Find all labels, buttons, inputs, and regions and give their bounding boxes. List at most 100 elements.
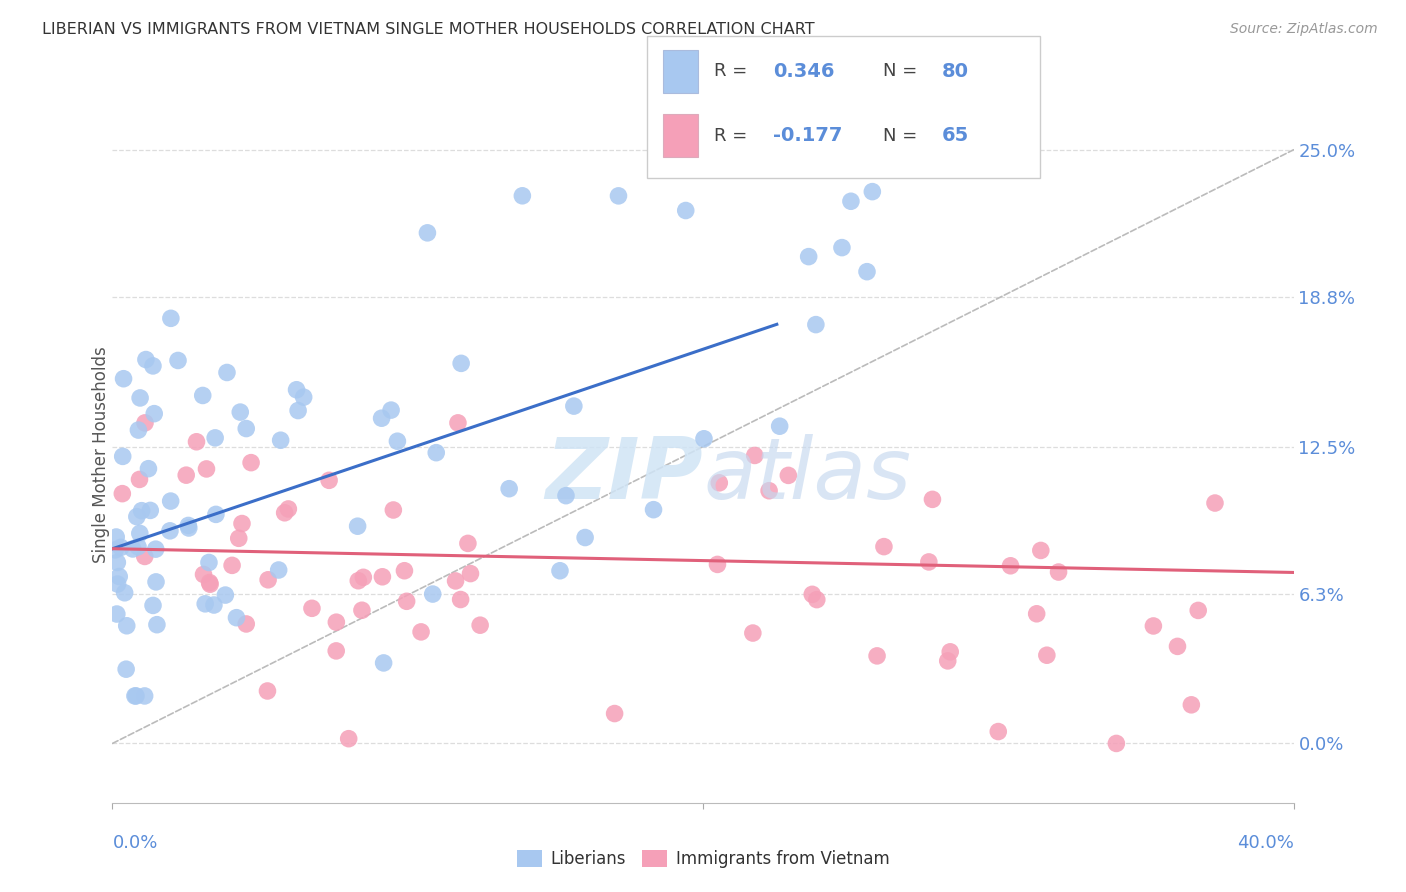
Point [860, 185, 883, 199]
Point [460, 566, 482, 581]
Point [1025, 607, 1047, 621]
Point [1036, 648, 1059, 663]
Point [318, 473, 340, 487]
Point [498, 482, 520, 496]
Point [145, 542, 167, 557]
Point [174, 468, 197, 483]
Text: 40.0%: 40.0% [1237, 834, 1294, 852]
Point [198, 577, 221, 591]
Point [134, 689, 156, 703]
Point [387, 434, 409, 449]
Point [235, 616, 257, 631]
Point [134, 549, 156, 564]
Point [257, 573, 280, 587]
Text: R =: R = [714, 127, 752, 145]
Point [797, 250, 820, 264]
Point [160, 311, 183, 326]
Point [270, 434, 292, 448]
Point [337, 731, 360, 746]
Point [145, 574, 167, 589]
Point [897, 154, 920, 169]
Point [921, 492, 943, 507]
Text: -0.177: -0.177 [773, 126, 842, 145]
Point [191, 388, 214, 402]
Point [806, 592, 828, 607]
Point [416, 226, 439, 240]
Point [1029, 543, 1052, 558]
Point [1047, 565, 1070, 579]
Point [229, 405, 252, 419]
Text: 0.0%: 0.0% [112, 834, 157, 852]
Point [382, 503, 405, 517]
Point [778, 468, 800, 483]
Point [325, 615, 347, 630]
Point [115, 619, 138, 633]
Point [127, 540, 149, 554]
Text: R =: R = [714, 62, 752, 80]
Point [129, 391, 152, 405]
Point [709, 475, 731, 490]
Point [142, 599, 165, 613]
Point [425, 445, 447, 459]
Point [758, 483, 780, 498]
Point [856, 265, 879, 279]
Point [643, 502, 665, 516]
Point [194, 597, 217, 611]
Point [1204, 496, 1226, 510]
Point [450, 592, 472, 607]
Point [221, 558, 243, 573]
Text: 0.346: 0.346 [773, 62, 834, 81]
Point [142, 359, 165, 373]
Point [107, 577, 129, 591]
Point [706, 558, 728, 572]
Point [111, 450, 134, 464]
Point [114, 586, 136, 600]
Text: atlas: atlas [703, 434, 911, 517]
Point [115, 662, 138, 676]
Point [105, 530, 128, 544]
Point [139, 503, 162, 517]
Point [105, 607, 128, 621]
Point [744, 449, 766, 463]
Point [146, 617, 169, 632]
Point [346, 519, 368, 533]
Text: LIBERIAN VS IMMIGRANTS FROM VIETNAM SINGLE MOTHER HOUSEHOLDS CORRELATION CHART: LIBERIAN VS IMMIGRANTS FROM VIETNAM SING… [42, 22, 815, 37]
Point [450, 356, 472, 370]
Point [603, 706, 626, 721]
Point [371, 570, 394, 584]
Point [240, 456, 263, 470]
Point [177, 518, 200, 533]
Point [112, 372, 135, 386]
Text: 65: 65 [942, 126, 969, 145]
Point [468, 618, 491, 632]
Point [198, 556, 221, 570]
Point [186, 434, 208, 449]
Point [124, 689, 146, 703]
Point [267, 563, 290, 577]
Point [347, 574, 370, 588]
Point [125, 689, 148, 703]
Point [128, 526, 150, 541]
Text: N =: N = [883, 127, 922, 145]
Point [1142, 619, 1164, 633]
Point [235, 421, 257, 435]
Point [839, 194, 862, 209]
Point [167, 353, 190, 368]
Point [195, 462, 218, 476]
Point [204, 431, 226, 445]
Point [193, 567, 215, 582]
Point [110, 541, 132, 555]
Point [1166, 640, 1188, 654]
Point [801, 587, 824, 601]
Point [105, 556, 128, 570]
Point [214, 588, 236, 602]
Point [301, 601, 323, 615]
Point [127, 423, 149, 437]
Point [873, 540, 896, 554]
Point [277, 502, 299, 516]
Point [104, 542, 127, 557]
Point [1000, 558, 1022, 573]
Point [352, 570, 374, 584]
Point [769, 419, 792, 434]
Point [741, 626, 763, 640]
